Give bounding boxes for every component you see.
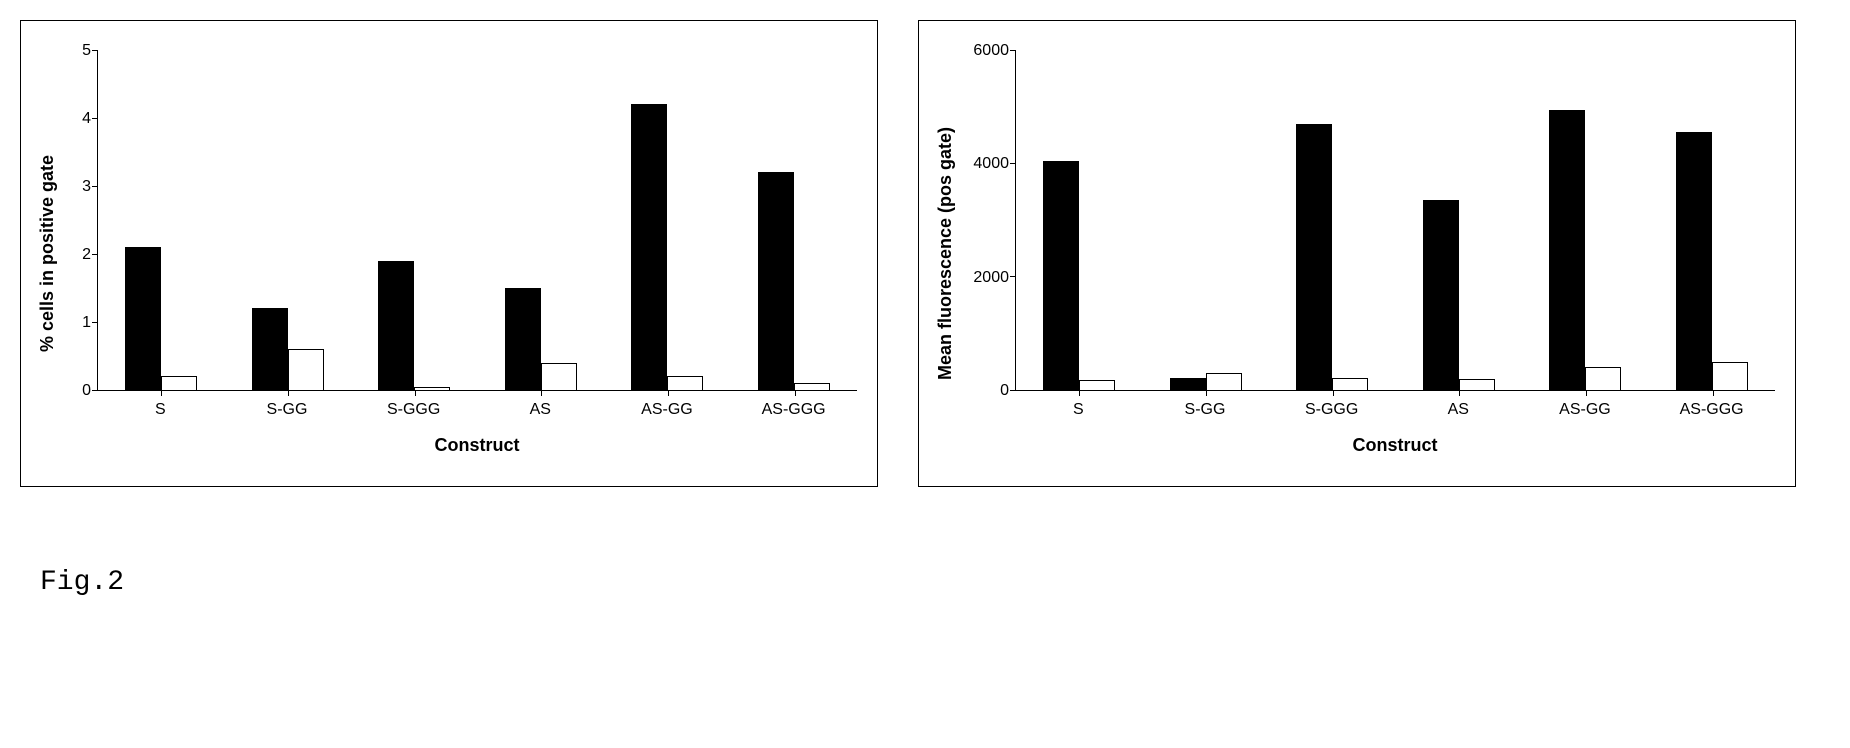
bar-group [604,104,731,390]
x-tick-label: S-GGG [350,401,477,419]
bar-group [1649,132,1776,390]
bar-open [288,349,324,390]
x-tick-mark [541,390,542,396]
bar-open [1585,367,1621,390]
bar-filled [378,261,414,390]
x-tick-mark [1713,390,1714,396]
bar-group [1143,373,1270,390]
plot-area [97,51,857,391]
x-tick-mark [795,390,796,396]
x-tick-mark [415,390,416,396]
bar-open [1459,379,1495,390]
x-tick-mark [288,390,289,396]
x-tick-mark [1079,390,1080,396]
x-tick-mark [1586,390,1587,396]
x-axis-label: Construct [97,435,857,456]
bar-open [414,387,450,390]
y-axis-label: Mean fluorescence (pos gate) [936,127,957,380]
y-axis: 543210 [65,51,97,391]
bar-filled [125,247,161,390]
x-tick-label: AS-GG [604,401,731,419]
bar-filled [252,308,288,390]
bar-open [541,363,577,390]
chart-panel-right: Mean fluorescence (pos gate) 600040002000… [918,20,1796,487]
x-tick-label: S [1015,401,1142,419]
bar-open [161,376,197,390]
bar-filled [1296,124,1332,390]
bar-group [1016,161,1143,391]
bar-group [1522,110,1649,391]
bar-filled [1549,110,1585,391]
bar-open [1206,373,1242,390]
x-tick-label: AS-GGG [1648,401,1775,419]
bar-group [351,261,478,390]
bar-group [731,172,858,390]
x-tick-label: S-GG [1142,401,1269,419]
bar-group [1269,124,1396,390]
bar-filled [1676,132,1712,390]
x-tick-label: S-GG [224,401,351,419]
bars-container [1016,51,1775,390]
bar-group [1396,200,1523,390]
x-tick-label: AS-GGG [730,401,857,419]
bar-open [794,383,830,390]
x-tick-label: S-GGG [1268,401,1395,419]
x-tick-mark [1206,390,1207,396]
bar-filled [1043,161,1079,391]
x-tick-label: AS [477,401,604,419]
bar-open [667,376,703,390]
bars-container [98,51,857,390]
chart-panel-left: % cells in positive gate 543210SS-GGS-GGG… [20,20,878,487]
x-tick-label: S [97,401,224,419]
x-tick-mark [161,390,162,396]
plot-area [1015,51,1775,391]
x-tick-mark [1333,390,1334,396]
bar-open [1712,362,1748,390]
figure-2: % cells in positive gate543210SS-GGS-GGG… [20,20,1850,598]
x-tick-label: AS-GG [1522,401,1649,419]
bar-open [1079,380,1115,390]
x-tick-label: AS [1395,401,1522,419]
panel-row: % cells in positive gate543210SS-GGS-GGG… [20,20,1850,487]
bar-open [1332,378,1368,390]
y-axis: 6000400020000 [963,51,1015,391]
bar-filled [505,288,541,390]
bar-filled [1423,200,1459,390]
x-axis: SS-GGS-GGGASAS-GGAS-GGG [97,391,857,419]
figure-caption: Fig.2 [40,567,1850,598]
x-axis: SS-GGS-GGGASAS-GGAS-GGG [1015,391,1775,419]
bar-filled [758,172,794,390]
bar-group [478,288,605,390]
bar-filled [631,104,667,390]
bar-filled [1170,378,1206,390]
x-tick-mark [668,390,669,396]
bar-group [225,308,352,390]
x-axis-label: Construct [1015,435,1775,456]
y-axis-label: % cells in positive gate [38,155,59,352]
x-tick-mark [1459,390,1460,396]
bar-group [98,247,225,390]
